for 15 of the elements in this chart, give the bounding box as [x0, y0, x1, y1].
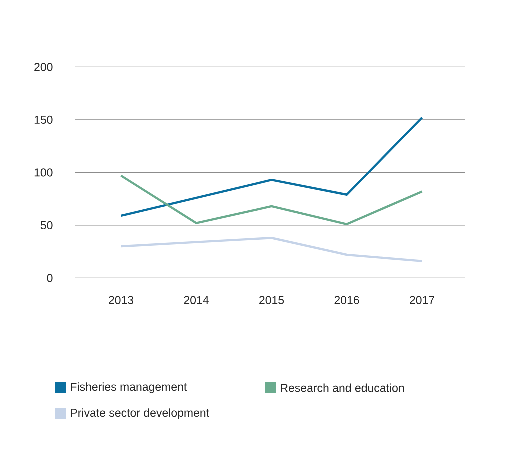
legend-label: Private sector development: [71, 408, 210, 420]
y-tick-label: 50: [40, 221, 53, 230]
y-tick-label: 150: [34, 116, 53, 124]
legend-label: Fisheries management: [71, 382, 188, 394]
x-tick-label: 2016: [334, 296, 360, 304]
y-tick-label: 200: [34, 63, 53, 72]
x-tick-label: 2017: [410, 296, 434, 304]
x-tick-label: 2015: [260, 296, 284, 304]
x-tick-label: 2014: [184, 296, 209, 304]
line-series: [120, 237, 424, 262]
line-series: [120, 174, 424, 226]
legend-label: Research and education: [281, 384, 404, 392]
y-tick-label: 0: [47, 274, 53, 282]
y-tick-label: 100: [34, 168, 53, 177]
x-tick-label: 2013: [109, 296, 134, 304]
